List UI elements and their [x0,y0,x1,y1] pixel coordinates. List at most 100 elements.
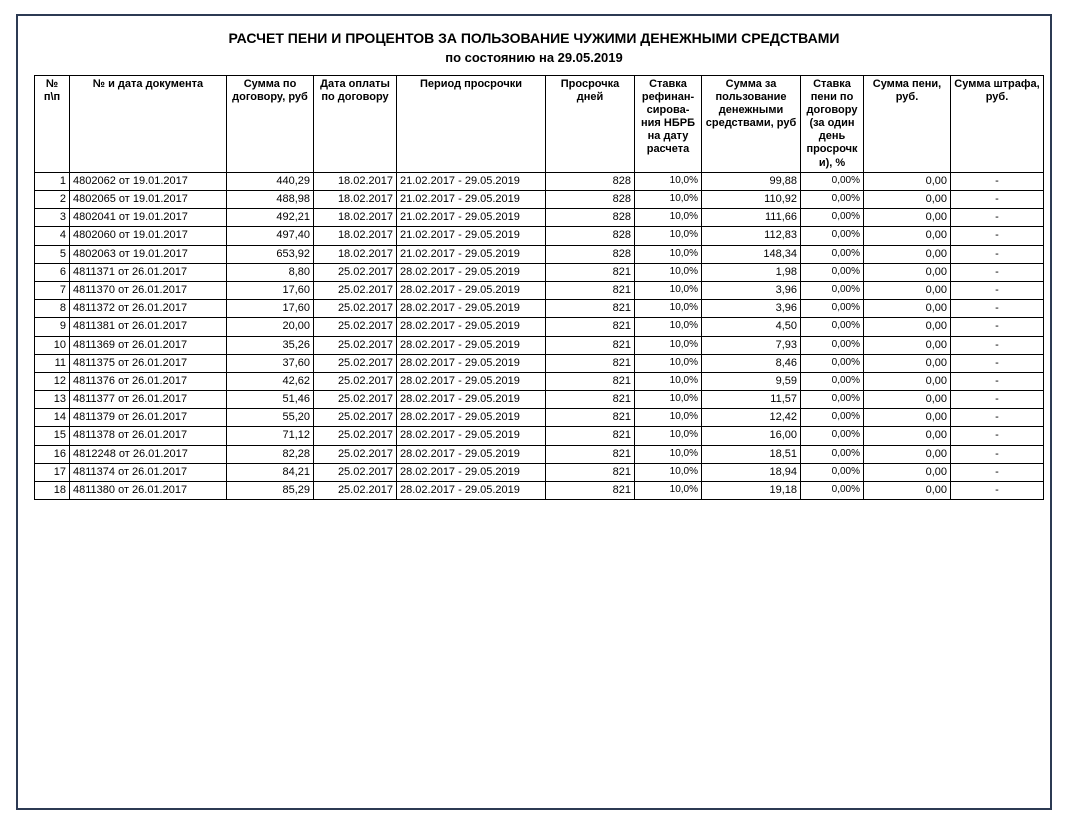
cell-r4-c3: 18.02.2017 [314,245,397,263]
table-row: 74811370 от 26.01.201717,6025.02.201728.… [35,281,1044,299]
cell-r9-c0: 10 [35,336,70,354]
report-title: РАСЧЕТ ПЕНИ И ПРОЦЕНТОВ ЗА ПОЛЬЗОВАНИЕ Ч… [34,30,1034,48]
cell-r9-c2: 35,26 [227,336,314,354]
cell-r12-c9: 0,00 [864,391,951,409]
table-row: 124811376 от 26.01.201742,6225.02.201728… [35,372,1044,390]
cell-r2-c4: 21.02.2017 - 29.05.2019 [397,209,546,227]
cell-r3-c6: 10,0% [635,227,702,245]
cell-r10-c8: 0,00% [801,354,864,372]
cell-r11-c1: 4811376 от 26.01.2017 [70,372,227,390]
cell-r4-c7: 148,34 [702,245,801,263]
cell-r13-c2: 55,20 [227,409,314,427]
cell-r8-c1: 4811381 от 26.01.2017 [70,318,227,336]
table-header-row: № п\п№ и дата документаСумма по договору… [35,75,1044,172]
cell-r0-c1: 4802062 от 19.01.2017 [70,172,227,190]
cell-r11-c4: 28.02.2017 - 29.05.2019 [397,372,546,390]
cell-r0-c7: 99,88 [702,172,801,190]
cell-r5-c10: - [951,263,1044,281]
cell-r10-c6: 10,0% [635,354,702,372]
cell-r6-c3: 25.02.2017 [314,281,397,299]
cell-r16-c4: 28.02.2017 - 29.05.2019 [397,463,546,481]
cell-r1-c10: - [951,191,1044,209]
cell-r13-c0: 14 [35,409,70,427]
cell-r17-c1: 4811380 от 26.01.2017 [70,482,227,500]
cell-r15-c3: 25.02.2017 [314,445,397,463]
table-row: 164812248 от 26.01.201782,2825.02.201728… [35,445,1044,463]
cell-r15-c0: 16 [35,445,70,463]
cell-r17-c8: 0,00% [801,482,864,500]
cell-r3-c5: 828 [546,227,635,245]
cell-r8-c9: 0,00 [864,318,951,336]
cell-r16-c7: 18,94 [702,463,801,481]
cell-r12-c8: 0,00% [801,391,864,409]
cell-r16-c1: 4811374 от 26.01.2017 [70,463,227,481]
cell-r15-c8: 0,00% [801,445,864,463]
cell-r13-c9: 0,00 [864,409,951,427]
cell-r12-c1: 4811377 от 26.01.2017 [70,391,227,409]
table-body: 14802062 от 19.01.2017440,2918.02.201721… [35,172,1044,499]
report-subtitle: по состоянию на 29.05.2019 [34,50,1034,65]
cell-r4-c6: 10,0% [635,245,702,263]
cell-r6-c9: 0,00 [864,281,951,299]
cell-r1-c7: 110,92 [702,191,801,209]
table-row: 134811377 от 26.01.201751,4625.02.201728… [35,391,1044,409]
cell-r1-c5: 828 [546,191,635,209]
cell-r10-c4: 28.02.2017 - 29.05.2019 [397,354,546,372]
cell-r17-c2: 85,29 [227,482,314,500]
cell-r4-c5: 828 [546,245,635,263]
cell-r12-c4: 28.02.2017 - 29.05.2019 [397,391,546,409]
cell-r16-c6: 10,0% [635,463,702,481]
cell-r0-c10: - [951,172,1044,190]
cell-r13-c1: 4811379 от 26.01.2017 [70,409,227,427]
table-row: 64811371 от 26.01.20178,8025.02.201728.0… [35,263,1044,281]
table-row: 154811378 от 26.01.201771,1225.02.201728… [35,427,1044,445]
cell-r16-c3: 25.02.2017 [314,463,397,481]
cell-r1-c4: 21.02.2017 - 29.05.2019 [397,191,546,209]
cell-r5-c4: 28.02.2017 - 29.05.2019 [397,263,546,281]
cell-r7-c7: 3,96 [702,300,801,318]
cell-r0-c0: 1 [35,172,70,190]
cell-r7-c2: 17,60 [227,300,314,318]
cell-r8-c4: 28.02.2017 - 29.05.2019 [397,318,546,336]
col-header-10: Сумма штрафа, руб. [951,75,1044,172]
cell-r12-c10: - [951,391,1044,409]
cell-r2-c8: 0,00% [801,209,864,227]
cell-r14-c9: 0,00 [864,427,951,445]
cell-r2-c5: 828 [546,209,635,227]
cell-r5-c9: 0,00 [864,263,951,281]
cell-r11-c10: - [951,372,1044,390]
cell-r10-c5: 821 [546,354,635,372]
cell-r6-c5: 821 [546,281,635,299]
cell-r2-c7: 111,66 [702,209,801,227]
cell-r2-c0: 3 [35,209,70,227]
cell-r7-c5: 821 [546,300,635,318]
cell-r9-c10: - [951,336,1044,354]
cell-r1-c0: 2 [35,191,70,209]
cell-r2-c6: 10,0% [635,209,702,227]
cell-r2-c10: - [951,209,1044,227]
cell-r14-c10: - [951,427,1044,445]
cell-r16-c2: 84,21 [227,463,314,481]
cell-r9-c9: 0,00 [864,336,951,354]
cell-r8-c0: 9 [35,318,70,336]
cell-r17-c0: 18 [35,482,70,500]
cell-r7-c3: 25.02.2017 [314,300,397,318]
table-row: 54802063 от 19.01.2017653,9218.02.201721… [35,245,1044,263]
cell-r5-c8: 0,00% [801,263,864,281]
cell-r7-c4: 28.02.2017 - 29.05.2019 [397,300,546,318]
cell-r4-c8: 0,00% [801,245,864,263]
cell-r10-c1: 4811375 от 26.01.2017 [70,354,227,372]
col-header-3: Дата оплаты по договору [314,75,397,172]
cell-r4-c4: 21.02.2017 - 29.05.2019 [397,245,546,263]
cell-r3-c3: 18.02.2017 [314,227,397,245]
cell-r12-c0: 13 [35,391,70,409]
cell-r0-c8: 0,00% [801,172,864,190]
cell-r11-c9: 0,00 [864,372,951,390]
cell-r14-c4: 28.02.2017 - 29.05.2019 [397,427,546,445]
cell-r13-c8: 0,00% [801,409,864,427]
cell-r14-c6: 10,0% [635,427,702,445]
cell-r12-c6: 10,0% [635,391,702,409]
cell-r15-c1: 4812248 от 26.01.2017 [70,445,227,463]
cell-r17-c4: 28.02.2017 - 29.05.2019 [397,482,546,500]
cell-r2-c3: 18.02.2017 [314,209,397,227]
